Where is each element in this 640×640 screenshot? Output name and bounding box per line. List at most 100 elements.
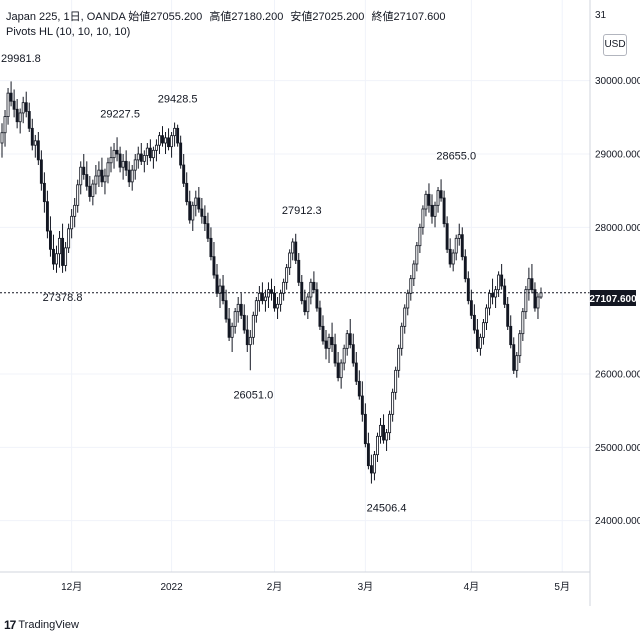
candle-body bbox=[251, 314, 255, 338]
candle-body bbox=[318, 307, 322, 327]
candle-body bbox=[503, 285, 507, 305]
candle bbox=[433, 201, 437, 228]
candle-body bbox=[158, 135, 161, 146]
candle-body bbox=[161, 135, 164, 144]
candle-body bbox=[445, 223, 449, 250]
candle-body bbox=[409, 278, 413, 294]
candle bbox=[112, 143, 116, 169]
candle-body bbox=[236, 303, 240, 313]
candle bbox=[279, 289, 283, 312]
tradingview-logo-text: TradingView bbox=[18, 619, 79, 631]
candle bbox=[200, 198, 204, 224]
candle bbox=[403, 304, 407, 334]
candle-body bbox=[391, 391, 395, 415]
candle bbox=[76, 179, 80, 213]
pivot-label: 27378.8 bbox=[43, 292, 83, 304]
legend-line-2[interactable]: Pivots HL (10, 10, 10, 10) bbox=[6, 26, 131, 38]
currency-button[interactable]: USD bbox=[603, 34, 627, 56]
candle bbox=[424, 190, 428, 217]
time-axis[interactable]: 12月 2022 2月 3月 4月 5月 bbox=[61, 581, 570, 593]
candle bbox=[233, 308, 237, 334]
candle bbox=[506, 297, 510, 330]
candle-body bbox=[288, 252, 292, 269]
candle bbox=[64, 242, 68, 272]
candle bbox=[436, 187, 440, 213]
candle bbox=[321, 315, 325, 345]
candle-body bbox=[482, 322, 485, 338]
candle-body bbox=[291, 241, 295, 254]
y-tick-label: 26000.000 bbox=[595, 370, 640, 381]
candle bbox=[82, 154, 86, 180]
candle-body bbox=[336, 362, 340, 379]
candle-body bbox=[488, 292, 491, 309]
candle bbox=[309, 278, 313, 305]
candle-body bbox=[191, 204, 195, 221]
candle-body bbox=[9, 92, 13, 102]
pivot-label: 29981.8 bbox=[1, 53, 41, 65]
price-axis[interactable]: 30000.000 29000.000 28000.000 26000.000 2500… bbox=[595, 76, 640, 527]
candle-body bbox=[321, 325, 325, 342]
candle bbox=[273, 286, 276, 312]
candle bbox=[94, 165, 98, 195]
candle bbox=[6, 88, 10, 125]
candle bbox=[318, 300, 322, 330]
candle bbox=[3, 110, 7, 147]
candle-body bbox=[109, 157, 113, 164]
candle bbox=[400, 322, 404, 356]
legend-low-label: 安値 bbox=[290, 11, 313, 23]
candle bbox=[206, 212, 210, 242]
tradingview-logo[interactable]: 17 TradingView bbox=[4, 618, 79, 632]
candle bbox=[67, 223, 71, 253]
candle bbox=[260, 282, 264, 305]
y-tick-label: 24000.000 bbox=[595, 516, 640, 527]
candle-body bbox=[227, 318, 231, 338]
candle bbox=[115, 137, 119, 162]
candle bbox=[79, 161, 83, 195]
legend-high-label: 高値 bbox=[209, 11, 232, 23]
candle-body bbox=[209, 237, 213, 258]
candle-body bbox=[173, 127, 177, 137]
candle bbox=[415, 242, 419, 272]
candle bbox=[454, 234, 458, 261]
candle bbox=[91, 179, 95, 206]
candle bbox=[12, 89, 16, 118]
candle-body bbox=[497, 274, 501, 291]
candle bbox=[391, 388, 395, 422]
candle-body bbox=[106, 162, 110, 177]
candle-body bbox=[18, 112, 22, 123]
candle-body bbox=[303, 300, 307, 313]
candle bbox=[139, 143, 143, 165]
candle bbox=[270, 278, 273, 301]
x-tick-label: 12月 bbox=[61, 581, 82, 593]
candle bbox=[39, 150, 43, 191]
candle bbox=[330, 322, 334, 352]
candle bbox=[463, 249, 467, 283]
candle-body bbox=[385, 432, 389, 441]
candle-body bbox=[294, 241, 298, 261]
candle bbox=[36, 132, 40, 165]
candle-body bbox=[515, 355, 519, 371]
candle-body bbox=[67, 228, 71, 249]
candle-body bbox=[91, 183, 95, 197]
candle bbox=[282, 278, 286, 301]
candle bbox=[18, 108, 22, 134]
candle bbox=[42, 172, 46, 213]
candle-body bbox=[24, 102, 28, 112]
candle-body bbox=[345, 333, 349, 349]
candle bbox=[472, 304, 476, 334]
candle-body bbox=[42, 182, 46, 203]
legend-open-label: 始値 bbox=[128, 11, 151, 23]
candle bbox=[257, 286, 261, 312]
candle bbox=[170, 132, 174, 158]
candle-body bbox=[463, 256, 467, 280]
candle-body bbox=[454, 237, 458, 254]
candle bbox=[427, 183, 431, 213]
candle bbox=[475, 319, 479, 352]
candle bbox=[445, 216, 449, 253]
candle-body bbox=[79, 166, 83, 186]
candle-body bbox=[64, 247, 68, 266]
candle bbox=[478, 333, 482, 356]
candle-body bbox=[324, 340, 328, 349]
candle-body bbox=[203, 215, 207, 225]
